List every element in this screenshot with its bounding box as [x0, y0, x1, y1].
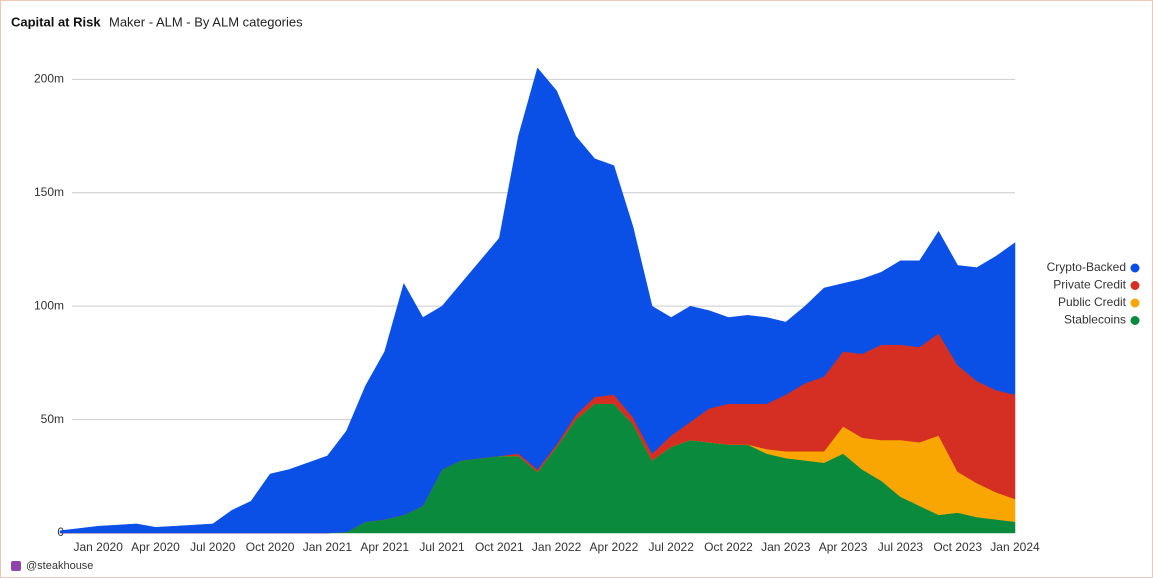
legend-marker [1130, 316, 1140, 325]
chart-subtitle: Maker - ALM - By ALM categories [109, 14, 303, 29]
source: @steakhouse [26, 560, 93, 572]
x-tick-label: Jan 2024 [990, 540, 1040, 554]
source-icon [11, 561, 21, 571]
x-tick-label: Oct 2021 [475, 540, 524, 554]
x-tick-label: Jan 2020 [74, 540, 124, 554]
x-tick-label: Jul 2022 [649, 540, 695, 554]
x-tick-label: Apr 2022 [590, 540, 639, 554]
y-tick-label: 200m [34, 72, 64, 86]
x-tick-label: Apr 2023 [819, 540, 868, 554]
x-tick-label: Oct 2020 [246, 540, 295, 554]
x-tick-label: Jan 2021 [303, 540, 353, 554]
legend-label: Crypto-Backed [1047, 260, 1126, 274]
legend-marker [1130, 281, 1140, 290]
legend-marker [1130, 263, 1140, 273]
y-tick-label: 100m [34, 298, 64, 312]
x-tick-label: Jan 2023 [761, 540, 811, 554]
area [59, 67, 1016, 534]
y-tick-label: 50m [41, 412, 64, 426]
x-tick-label: Jul 2020 [190, 540, 236, 554]
legend-marker [1130, 298, 1140, 308]
x-tick-label: Apr 2020 [131, 540, 180, 554]
legend-label: Private Credit [1053, 278, 1126, 292]
x-tick-label: Oct 2022 [704, 540, 753, 554]
x-tick-label: Apr 2021 [360, 540, 409, 554]
legend-label: Stablecoins [1064, 313, 1126, 327]
legend-label: Public Credit [1058, 295, 1127, 309]
x-tick-label: Jul 2021 [419, 540, 465, 554]
y-tick-label: 150m [34, 185, 64, 199]
x-tick-label: Jan 2022 [532, 540, 582, 554]
x-tick-label: Oct 2023 [933, 540, 982, 554]
chart-title: Capital at Risk [11, 14, 101, 29]
x-tick-label: Jul 2023 [878, 540, 924, 554]
